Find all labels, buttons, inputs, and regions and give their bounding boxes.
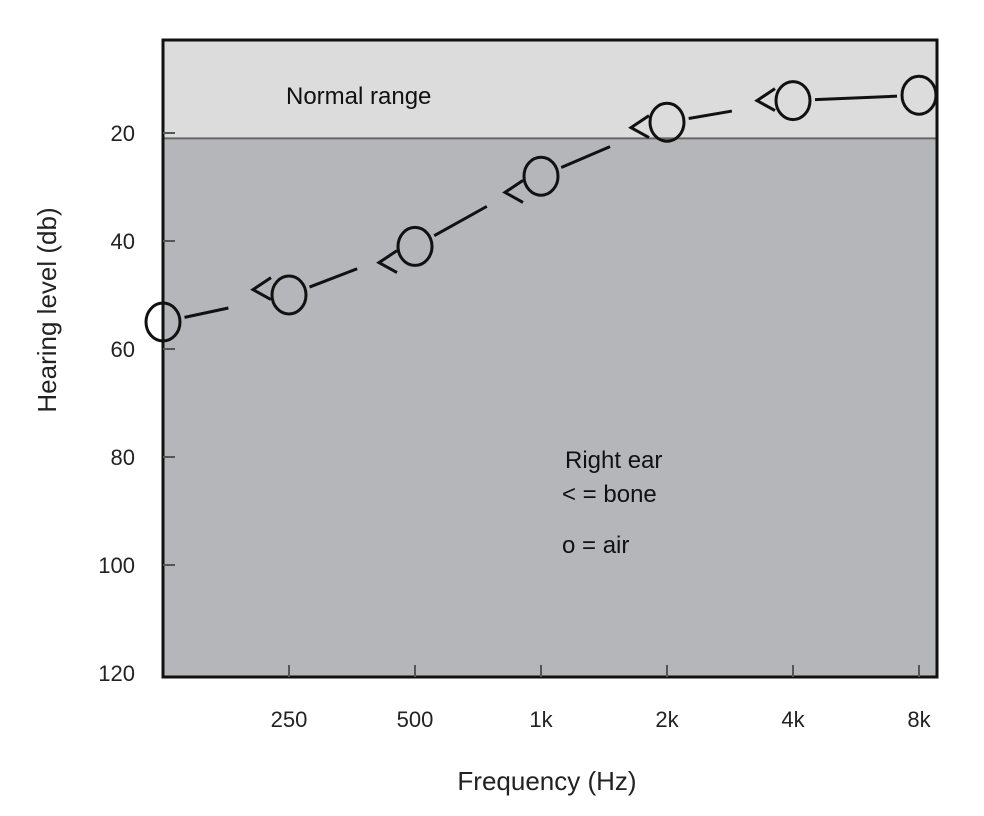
air-connector-line [308, 267, 358, 289]
air-marker [144, 301, 182, 343]
air-connector-line [184, 306, 229, 319]
air-marker [648, 101, 686, 143]
air-connector-line [433, 205, 488, 238]
bone-marker [754, 87, 776, 112]
air-connector-line [560, 145, 611, 169]
bone-marker [376, 249, 398, 274]
x-tick-label: 500 [397, 707, 434, 732]
air-marker [900, 74, 938, 116]
y-axis-label: Hearing level (db) [32, 207, 62, 412]
y-tick-label: 40 [111, 229, 135, 254]
y-tick-label: 20 [111, 121, 135, 146]
bone-marker [628, 114, 650, 139]
air-marker [270, 274, 308, 316]
y-tick-label: 120 [98, 661, 135, 686]
legend-title: Right ear [565, 447, 662, 474]
x-tick-label: 8k [907, 707, 931, 732]
air-marker [396, 225, 434, 267]
y-tick-label: 100 [98, 553, 135, 578]
x-tick-label: 1k [529, 707, 553, 732]
x-tick-label: 250 [271, 707, 308, 732]
legend-air: o = air [562, 532, 629, 559]
normal-range-label: Normal range [286, 83, 431, 110]
x-axis-label: Frequency (Hz) [457, 766, 636, 796]
legend-bone: < = bone [562, 481, 657, 508]
x-tick-label: 2k [655, 707, 679, 732]
normal-range-band [163, 40, 937, 139]
bone-marker [502, 179, 524, 204]
plot-area [163, 40, 937, 677]
air-marker [522, 155, 560, 197]
y-tick-label: 60 [111, 337, 135, 362]
air-connector-line [814, 94, 898, 102]
bone-marker [250, 276, 272, 301]
air-connector-line [688, 109, 733, 120]
x-tick-label: 4k [781, 707, 805, 732]
air-marker [774, 80, 812, 122]
y-tick-label: 80 [111, 445, 135, 470]
plot-frame [161, 38, 939, 679]
